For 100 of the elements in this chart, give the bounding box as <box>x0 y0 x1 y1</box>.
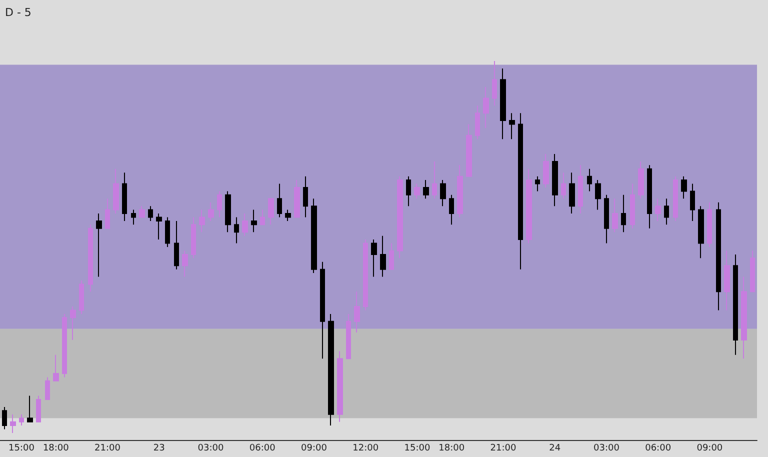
candlestick <box>423 180 429 200</box>
candlestick <box>500 68 506 140</box>
x-tick-label: 03:00 <box>593 444 620 454</box>
candlestick <box>165 216 170 248</box>
candlestick <box>371 239 377 278</box>
candlestick <box>681 176 687 200</box>
candlestick <box>466 124 472 177</box>
candlestick <box>552 154 558 207</box>
candlestick <box>414 183 420 200</box>
candlestick <box>303 176 308 218</box>
candlestick <box>587 168 592 192</box>
candlestick <box>122 172 127 222</box>
x-tick-label: 09:00 <box>301 444 328 454</box>
x-tick-label: 23 <box>153 444 165 454</box>
candlestick <box>260 209 265 226</box>
candlestick <box>698 206 704 259</box>
x-tick-label: 15:00 <box>8 444 35 454</box>
x-tick-label: 18:00 <box>42 444 70 454</box>
candlestick <box>182 250 188 278</box>
candlestick <box>397 176 403 259</box>
candlestick <box>79 280 84 314</box>
candlestick <box>492 60 497 106</box>
x-tick-label: 06:00 <box>645 444 672 454</box>
candlestick <box>70 306 76 340</box>
candlestick <box>612 198 618 233</box>
candlestick <box>346 313 351 360</box>
x-tick-label: 24 <box>549 444 561 454</box>
x-tick-label: 21:00 <box>94 444 121 454</box>
x-tick-label: 03:00 <box>198 444 224 454</box>
candlestick <box>354 291 360 334</box>
candlestick <box>664 198 669 226</box>
candlestick <box>2 406 7 430</box>
candlestick <box>630 183 635 229</box>
candlestick <box>750 250 755 292</box>
x-tick-label: 18:00 <box>438 444 465 454</box>
candlestick <box>88 224 93 292</box>
candlestick <box>673 176 678 222</box>
candlestick <box>328 313 334 426</box>
candlestick <box>526 168 532 244</box>
candlestick <box>96 213 102 278</box>
x-tick-label: 12:00 <box>352 444 379 454</box>
x-tick-label: 06:00 <box>249 444 276 454</box>
candlestick <box>199 209 205 233</box>
candlestick <box>406 176 411 207</box>
candlestick <box>251 209 257 233</box>
candlestick <box>483 86 489 128</box>
candlestick <box>139 206 145 218</box>
candlestick <box>449 194 454 226</box>
candlestick <box>690 183 695 222</box>
candlestick <box>285 209 291 222</box>
candlestick <box>535 176 540 192</box>
candlestick <box>311 198 317 274</box>
candlestick <box>561 172 566 200</box>
candlestick <box>208 202 214 222</box>
candlestick <box>741 276 747 360</box>
candlestick <box>174 220 179 270</box>
candlestick <box>380 235 386 278</box>
candlestick <box>320 261 325 360</box>
chart-title: D - 5 <box>5 6 32 19</box>
candlestick <box>268 198 274 226</box>
candlestick <box>724 250 730 311</box>
candlestick <box>543 154 549 188</box>
candlestick <box>716 202 721 311</box>
candlestick <box>509 112 515 140</box>
candlestick <box>638 160 644 200</box>
x-tick-label: 21:00 <box>490 444 516 454</box>
candlestick <box>156 213 162 240</box>
candlestick <box>277 183 282 218</box>
candlestick <box>432 160 437 200</box>
candlestick <box>337 350 343 422</box>
candlestick <box>440 180 446 207</box>
candlestick <box>457 164 463 218</box>
candlestick <box>475 105 480 140</box>
candlestick <box>36 395 41 422</box>
candlestick <box>242 213 248 236</box>
candlestick <box>733 254 738 356</box>
candlestick <box>113 168 119 214</box>
candlestick <box>191 216 196 259</box>
candlestick <box>27 395 33 422</box>
candlestick <box>10 414 16 434</box>
candlestick <box>569 172 575 214</box>
candlestick <box>294 180 300 218</box>
candlestick <box>225 190 231 233</box>
candlestick <box>105 198 110 229</box>
candlestick <box>604 194 609 244</box>
x-tick-label: 15:00 <box>404 444 430 454</box>
candlestick <box>363 239 368 311</box>
candlestick <box>234 216 239 244</box>
candlestick <box>655 198 661 222</box>
candlestick <box>53 354 59 382</box>
candlestick <box>217 190 222 218</box>
candlestick <box>707 202 712 248</box>
candlestick <box>578 164 583 214</box>
candlestick <box>595 180 601 210</box>
candlestick <box>45 376 50 400</box>
candlestick <box>19 414 24 426</box>
candlestick <box>148 206 153 222</box>
candlestick <box>647 164 652 229</box>
candlestick <box>621 194 626 233</box>
candlestick <box>131 209 136 226</box>
